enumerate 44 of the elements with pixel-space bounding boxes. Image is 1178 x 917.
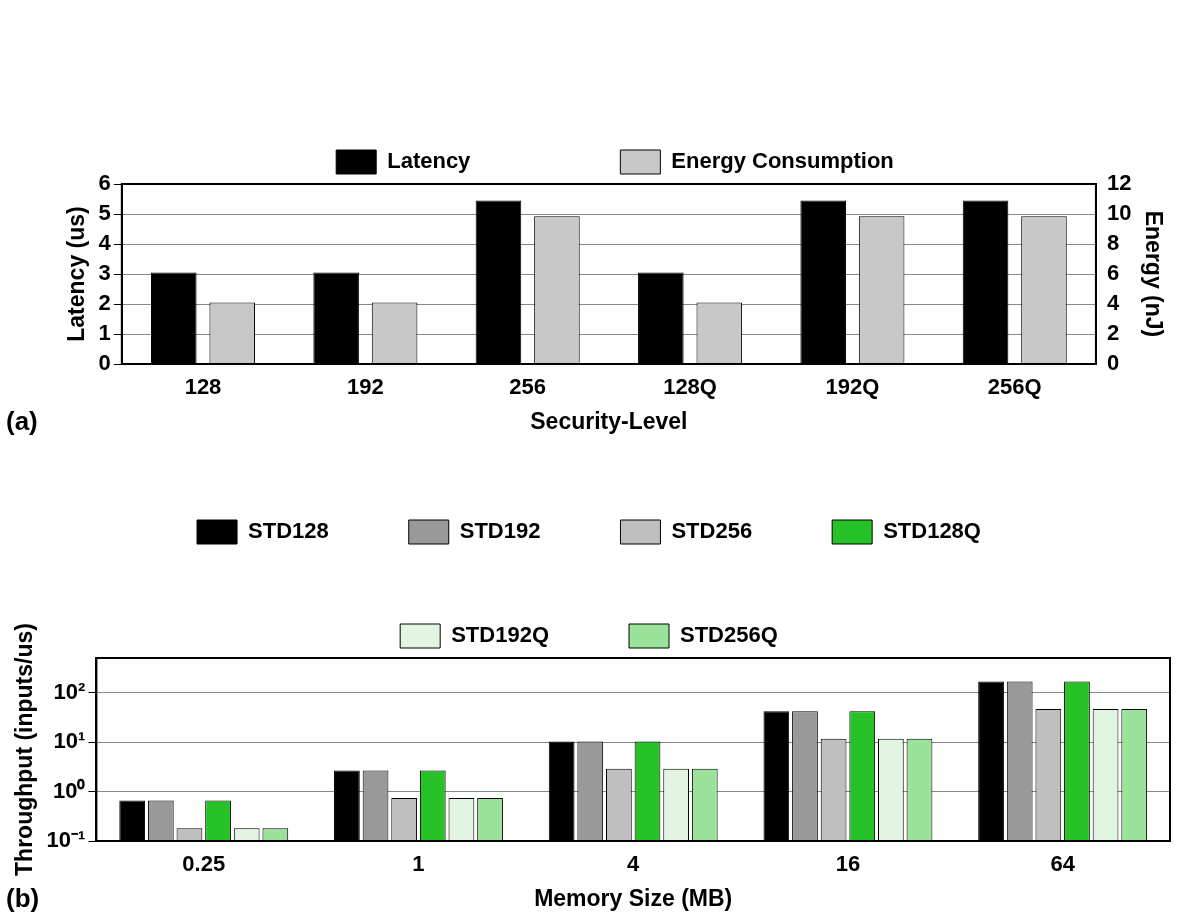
y-tick-label: 2 <box>98 290 111 316</box>
text: (a) <box>6 406 38 437</box>
x-axis-title: Security-Level <box>530 407 688 434</box>
x-tick-label: 256 <box>509 374 547 400</box>
legend-label: Latency <box>387 148 472 174</box>
y-tick-label: 4 <box>98 230 112 256</box>
x-tick-label: 4 <box>627 851 641 877</box>
legend-label: STD192 <box>459 518 541 544</box>
x-tick-label: 64 <box>1050 851 1076 877</box>
legend-label: STD256 <box>671 518 753 544</box>
legend-label: STD128 <box>248 518 329 544</box>
y-tick-label: 6 <box>98 170 111 196</box>
y-tick-label: 1 <box>98 320 111 346</box>
legend-label: Energy Consumption <box>671 148 894 174</box>
y2-tick-label: 6 <box>1106 260 1120 286</box>
y-tick-label: 10⁰ <box>52 777 86 803</box>
x-tick-label: 128Q <box>663 374 717 400</box>
y2-tick-label: 4 <box>1106 290 1120 316</box>
y-axis-title: Latency (us) <box>63 206 90 342</box>
text: (b) <box>6 883 40 914</box>
y-tick-label: 10⁻¹ <box>46 827 86 853</box>
y2-tick-label: 0 <box>1106 350 1120 376</box>
y2-tick-label: 8 <box>1106 230 1120 256</box>
legend-label: STD128Q <box>883 518 981 544</box>
y-tick-label: 3 <box>98 260 111 286</box>
x-tick-label: 192 <box>347 374 384 400</box>
x-tick-label: 128 <box>184 374 222 400</box>
legend-label: STD256Q <box>680 622 778 648</box>
x-tick-label: 192Q <box>825 374 880 400</box>
x-tick-label: 0.25 <box>182 851 226 877</box>
y-tick-label: 10² <box>53 678 86 704</box>
y2-tick-label: 12 <box>1106 170 1132 196</box>
y2-axis-title: Energy (nJ) <box>1140 210 1167 338</box>
y-axis-title: Throughput (inputs/us) <box>11 623 38 876</box>
y-tick-label: 5 <box>98 200 111 226</box>
x-tick-label: 256Q <box>987 374 1042 400</box>
y-tick-label: 0 <box>98 350 111 376</box>
y-tick-label: 10¹ <box>53 728 86 754</box>
x-axis-title: Memory Size (MB) <box>534 884 733 911</box>
y2-tick-label: 10 <box>1106 200 1132 226</box>
legend-label: STD192Q <box>451 622 550 648</box>
x-tick-label: 1 <box>412 851 425 877</box>
y2-tick-label: 2 <box>1106 320 1120 346</box>
x-tick-label: 16 <box>835 851 861 877</box>
